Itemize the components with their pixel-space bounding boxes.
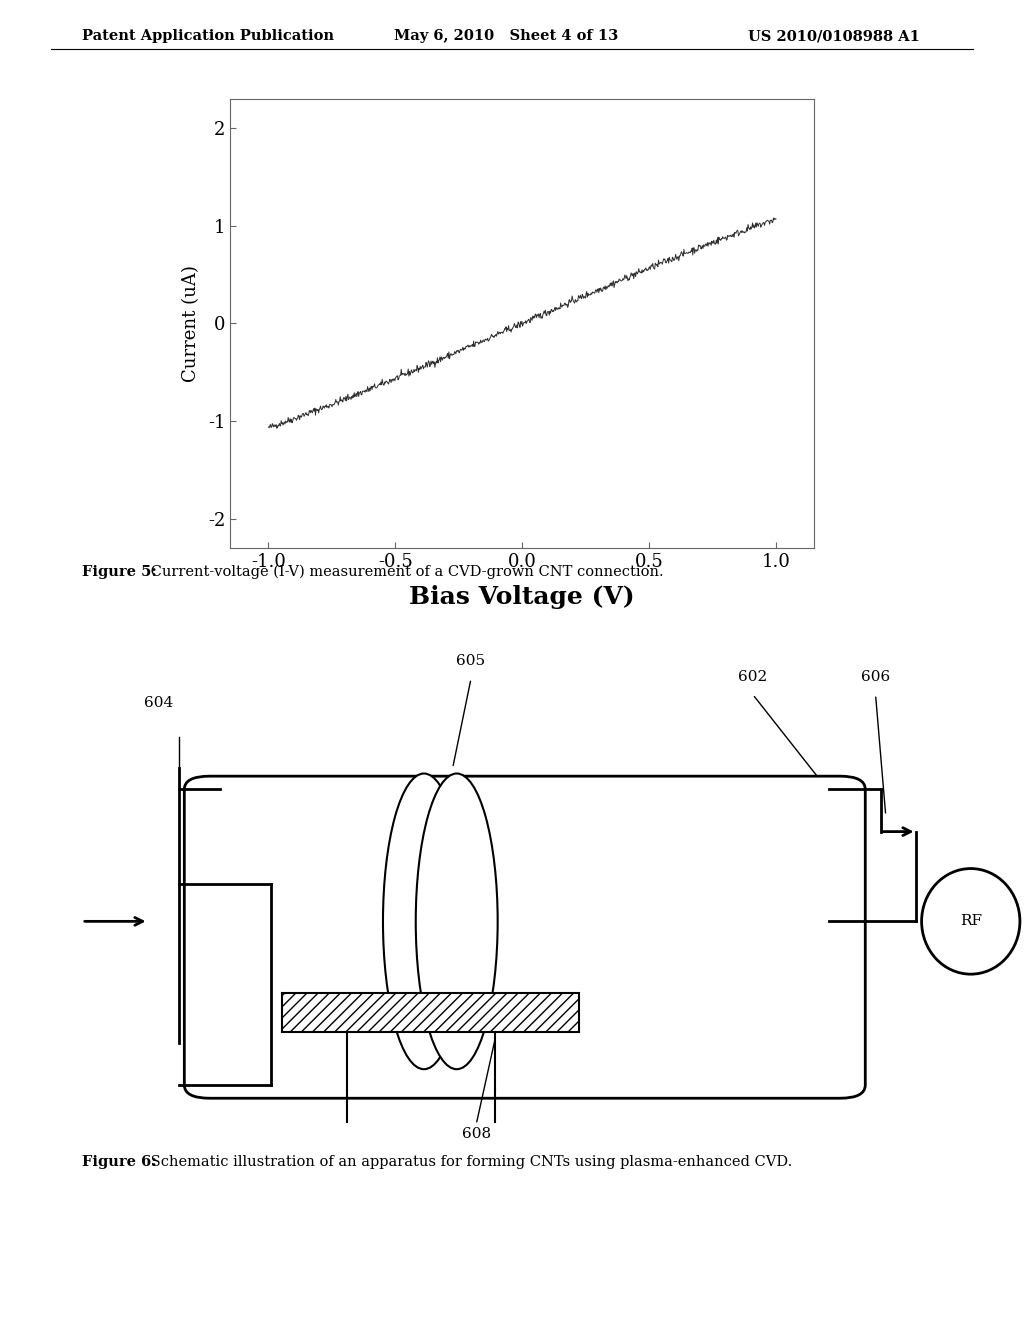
Ellipse shape xyxy=(416,774,498,1069)
Text: 604: 604 xyxy=(144,696,173,710)
Ellipse shape xyxy=(383,774,465,1069)
Text: Patent Application Publication: Patent Application Publication xyxy=(82,29,334,44)
Text: Figure 5:: Figure 5: xyxy=(82,565,157,579)
Text: US 2010/0108988 A1: US 2010/0108988 A1 xyxy=(748,29,920,44)
Text: May 6, 2010   Sheet 4 of 13: May 6, 2010 Sheet 4 of 13 xyxy=(394,29,618,44)
Text: 602: 602 xyxy=(738,669,767,684)
Text: 605: 605 xyxy=(457,653,485,668)
Text: Figure 6:: Figure 6: xyxy=(82,1155,157,1170)
Text: 608: 608 xyxy=(462,1127,490,1142)
Text: 606: 606 xyxy=(861,669,890,684)
Text: Schematic illustration of an apparatus for forming CNTs using plasma-enhanced CV: Schematic illustration of an apparatus f… xyxy=(146,1155,793,1170)
Text: RF: RF xyxy=(959,915,982,928)
Bar xyxy=(282,993,579,1032)
X-axis label: Bias Voltage (V): Bias Voltage (V) xyxy=(410,585,635,609)
Y-axis label: Current (uA): Current (uA) xyxy=(181,265,200,381)
Text: Current-voltage (I-V) measurement of a CVD-grown CNT connection.: Current-voltage (I-V) measurement of a C… xyxy=(146,565,664,579)
FancyBboxPatch shape xyxy=(184,776,865,1098)
Ellipse shape xyxy=(922,869,1020,974)
